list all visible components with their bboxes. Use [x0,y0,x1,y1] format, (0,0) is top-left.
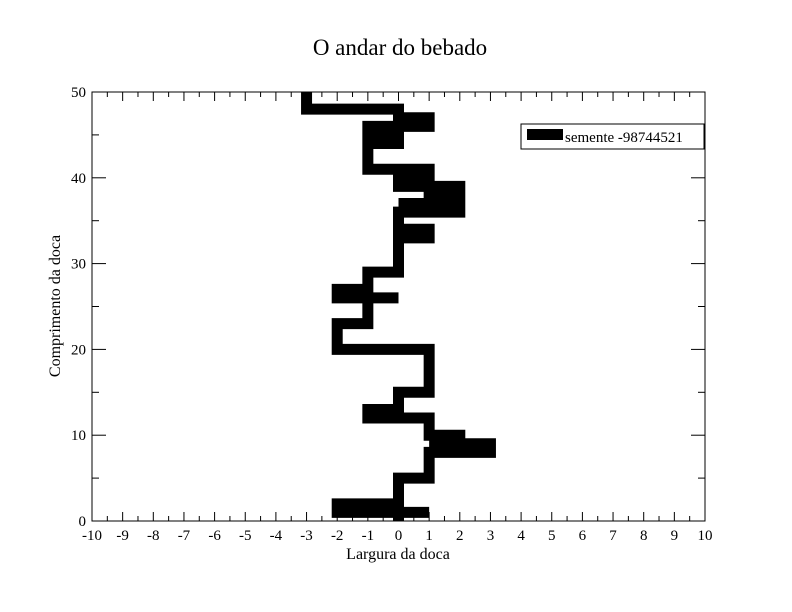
legend-swatch [527,129,563,140]
x-tick-label: -9 [116,528,129,544]
x-axis: -10 -9 -8 -7 -6 -5 -4 -3 -2 -1 0 1 2 3 4 5 6 7 8 9 10 [82,92,713,544]
y-tick-label: 40 [71,171,86,187]
x-tick-label: -8 [147,528,160,544]
x-tick-label: 5 [548,528,556,544]
x-tick-label: 9 [671,528,679,544]
x-tick-label: 6 [579,528,587,544]
y-axis: 0 10 20 30 40 50 [71,85,705,530]
x-tick-label: 1 [425,528,433,544]
x-tick-label: 10 [698,528,713,544]
x-tick-label: -2 [331,528,344,544]
y-tick-label: 10 [71,428,86,444]
legend-entry-label: semente -98744521 [565,130,683,146]
x-tick-label: -4 [270,528,283,544]
chart-title: O andar do bebado [313,35,487,60]
x-tick-label: 0 [395,528,403,544]
plot-frame [91,91,706,522]
x-tick-label: 8 [640,528,648,544]
y-tick-label: 30 [71,257,86,273]
series-line [301,92,496,521]
x-tick-label: -5 [239,528,252,544]
legend-box [520,123,705,150]
x-axis-label: Largura da doca [346,546,450,563]
x-tick-label: -6 [208,528,221,544]
y-tick-label: 0 [79,514,87,530]
x-tick-label: 2 [456,528,464,544]
x-tick-label: -7 [178,528,191,544]
x-tick-label: 4 [517,528,525,544]
legend: semente -98744521 [520,123,705,150]
x-tick-label: -1 [362,528,375,544]
x-tick-label: -3 [300,528,313,544]
x-tick-label: 7 [609,528,617,544]
y-axis-label: Comprimento da doca [47,235,64,377]
x-tick-label: 3 [487,528,495,544]
y-tick-label: 50 [71,85,86,101]
y-tick-label: 20 [71,342,86,358]
x-tick-label: -10 [82,528,102,544]
